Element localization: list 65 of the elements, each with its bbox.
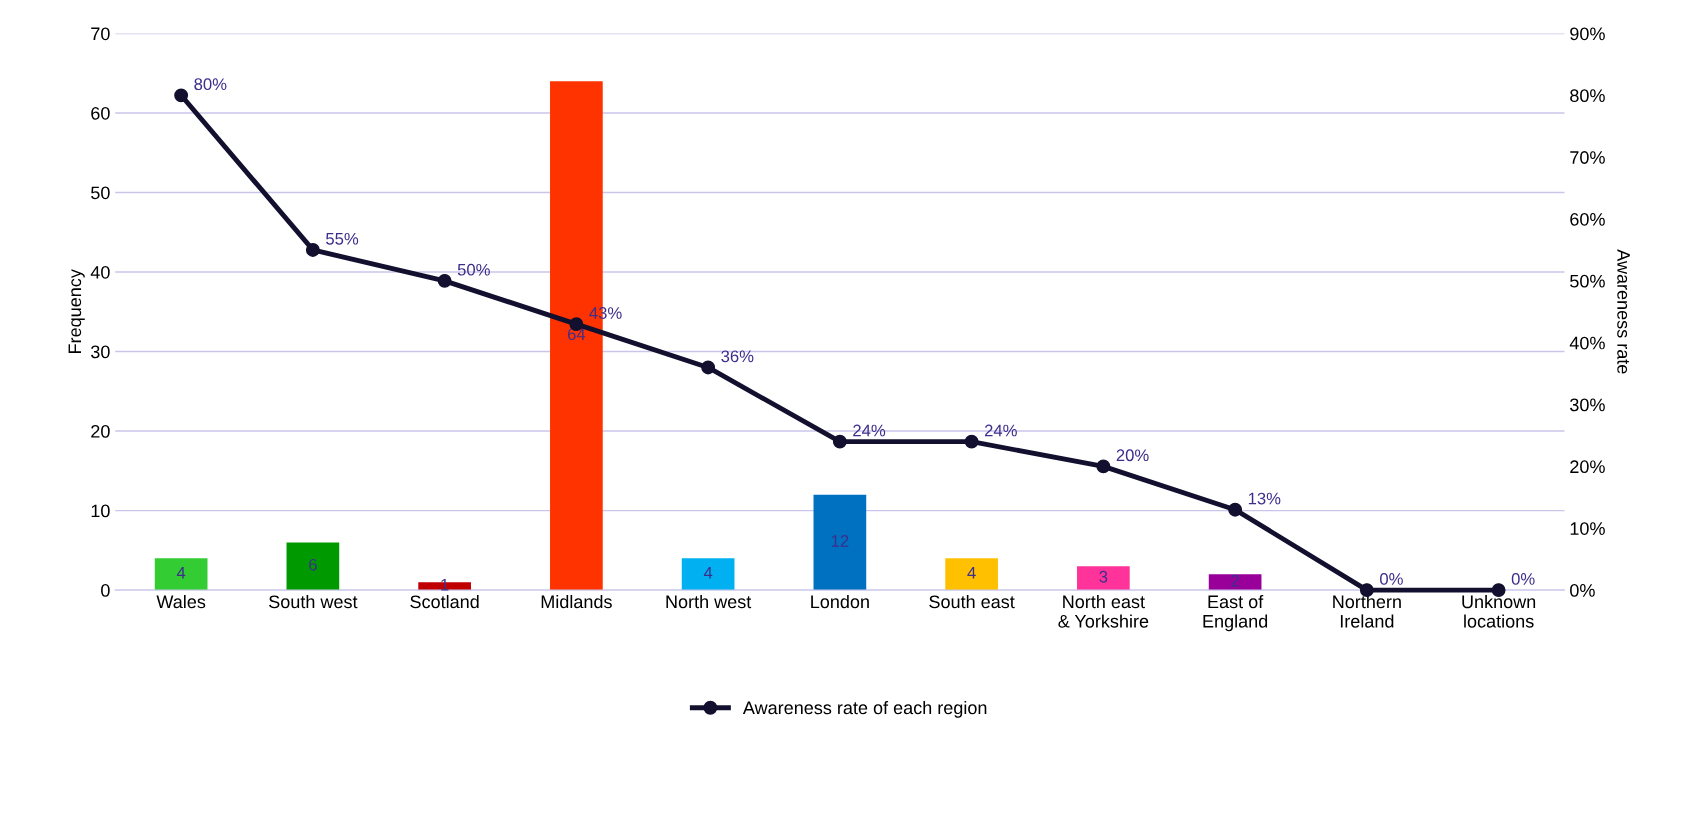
data-label: 4 [176, 567, 186, 579]
y-tick-label: 0 [101, 584, 110, 597]
x-tick-label: South west [269, 594, 358, 609]
x-tick-label: South east [929, 594, 1015, 609]
bar [813, 494, 867, 591]
y2-tick-label: 30% [1570, 398, 1605, 412]
point [1228, 502, 1243, 517]
bar [1077, 566, 1130, 591]
y-tick-label: 60 [91, 106, 110, 120]
bar [286, 542, 340, 591]
point [174, 88, 189, 103]
data-label: 1 [441, 578, 449, 591]
y2-tick-label: 10% [1570, 522, 1605, 535]
y2-tick-label: 50% [1570, 274, 1605, 288]
y-tick-label: 50 [91, 186, 110, 200]
data-label: 24% [984, 424, 1017, 437]
data-label: 24% [853, 424, 886, 437]
x-tick-label: Scotland [410, 594, 479, 609]
data-label: 36% [721, 350, 754, 363]
bar [681, 558, 735, 591]
data-label: 13% [1248, 492, 1281, 505]
x-tick-label: North west [666, 594, 752, 609]
data-label: 80% [194, 78, 227, 91]
x-tick-label: Unknown locations [1462, 594, 1536, 628]
data-label: 4 [703, 567, 713, 579]
data-label: 20% [1116, 449, 1149, 462]
point [305, 242, 320, 257]
bar [154, 558, 208, 591]
data-label: 0% [1380, 573, 1403, 585]
y2-tick-label: 20% [1570, 460, 1605, 474]
x-tick-label: Wales [156, 594, 206, 609]
y-tick-label: 70 [91, 27, 110, 41]
data-label: 2 [1231, 574, 1239, 587]
y2-tick-label: 80% [1570, 89, 1605, 103]
data-label: 3 [1099, 570, 1108, 583]
data-label: 4 [967, 567, 976, 579]
x-tick-label: East of England [1203, 594, 1268, 632]
data-label: 0% [1511, 573, 1535, 585]
y2-tick-label: 40% [1569, 336, 1605, 350]
data-label: 55% [326, 232, 359, 245]
y-tick-label: 40 [90, 265, 110, 279]
y-tick-label: 30 [91, 345, 110, 359]
y-tick-label: 10 [91, 504, 110, 518]
y2-tick-label: 70% [1570, 151, 1605, 164]
point [701, 360, 716, 375]
y-tick-label: 20 [91, 424, 110, 438]
data-label: 6 [309, 558, 317, 571]
x-tick-label: Midlands [541, 594, 612, 609]
y2-tick-label: 0% [1570, 584, 1595, 597]
point [964, 434, 979, 449]
y2-axis-title: Awareness rate [1617, 249, 1630, 374]
data-label: 50% [457, 263, 490, 276]
data-label: 12 [831, 535, 849, 547]
x-tick-label: Northern Ireland [1333, 594, 1401, 628]
y-axis-title: Frequency [68, 269, 85, 353]
bar [945, 558, 998, 591]
x-tick-label: North east & Yorkshire [1058, 594, 1149, 628]
y2-tick-label: 60% [1570, 212, 1605, 226]
y2-tick-label: 90% [1570, 27, 1605, 41]
point [1096, 459, 1111, 474]
point [437, 273, 452, 288]
data-label: 64 [567, 328, 586, 341]
legend-label: Awareness rate of each region [742, 700, 987, 718]
x-tick-label: London [811, 594, 869, 609]
point [832, 434, 847, 449]
